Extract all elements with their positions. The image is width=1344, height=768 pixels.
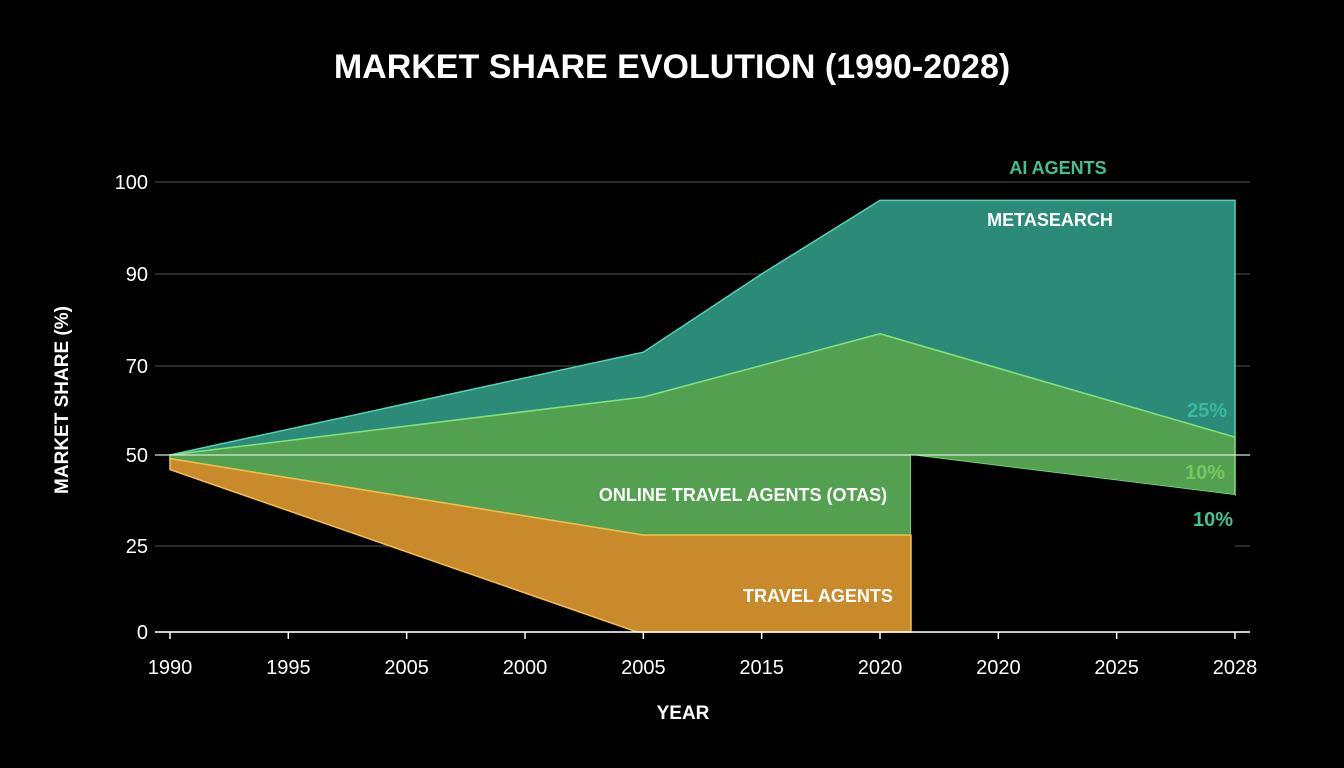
label-travel-agents: TRAVEL AGENTS	[743, 586, 893, 606]
y-tick-label: 100	[115, 172, 148, 194]
annotation-10-percent-ota: 10%	[1185, 462, 1225, 484]
label-metasearch: METASEARCH	[987, 210, 1113, 230]
series-labels: AI AGENTS METASEARCH ONLINE TRAVEL AGENTS …	[599, 158, 1233, 606]
y-tick-label: 90	[126, 264, 148, 286]
label-otas: ONLINE TRAVEL AGENTS (OTAS)	[599, 485, 887, 505]
x-tick-label: 2020	[858, 657, 903, 679]
y-tick-label: 0	[137, 622, 148, 644]
x-tick-label: 2000	[503, 657, 548, 679]
x-tick-label: 1990	[148, 657, 193, 679]
x-tick-label: 2020	[976, 657, 1021, 679]
x-tick-label: 2015	[739, 657, 784, 679]
axes: 0 25 50 70 90 100 1990 1995 2005 2000 2005 2015 2020…	[115, 172, 1258, 679]
label-ai-agents: AI AGENTS	[1009, 158, 1106, 178]
area-empty-notch	[911, 455, 1235, 632]
annotation-10-percent-bottom: 10%	[1193, 509, 1233, 531]
x-tick-label: 2025	[1094, 657, 1139, 679]
x-tick-label: 2005	[384, 657, 429, 679]
chart-title: MARKET SHARE EVOLUTION (1990-2028)	[334, 48, 1010, 86]
y-tick-label: 25	[126, 536, 148, 558]
y-tick-label: 50	[126, 445, 148, 467]
x-axis-title: YEAR	[657, 703, 710, 724]
y-tick-label: 70	[126, 356, 148, 378]
area-series	[155, 199, 1250, 633]
y-axis-title: MARKET SHARE (%)	[52, 306, 73, 494]
x-tick-label: 1995	[266, 657, 311, 679]
x-tick-label: 2028	[1213, 657, 1258, 679]
annotation-25-percent: 25%	[1187, 400, 1227, 422]
x-tick-label: 2005	[621, 657, 666, 679]
